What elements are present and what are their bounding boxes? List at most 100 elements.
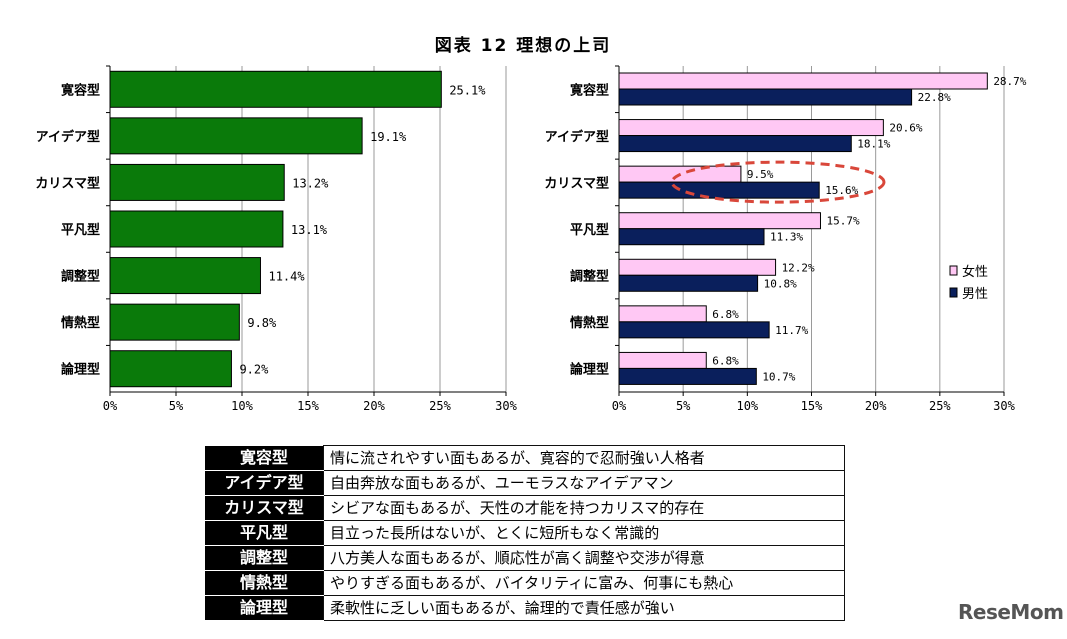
x-tick-label: 20% — [865, 399, 887, 413]
value-label: 18.1% — [857, 138, 890, 151]
value-label: 28.7% — [993, 75, 1026, 88]
value-label: 22.8% — [918, 91, 951, 104]
category-label: 情熱型 — [570, 315, 609, 331]
bar — [109, 303, 240, 341]
table-row: 平凡型 目立った長所はないが、とくに短所もなく常識的 — [205, 520, 845, 546]
legend-swatch — [949, 287, 958, 298]
value-label: 12.2% — [782, 261, 815, 274]
bar-male — [618, 228, 765, 246]
table-row: 寛容型 情に流されやすい面もあるが、寛容的で忍耐強い人格者 — [205, 445, 845, 471]
bar — [109, 163, 285, 201]
value-label: 6.8% — [712, 308, 739, 321]
category-label: アイデア型 — [36, 129, 100, 145]
bar-male — [618, 274, 759, 292]
table-row: 調整型 八方美人な面もあるが、順応性が高く調整や交渉が得意 — [205, 545, 845, 571]
x-tick-label: 30% — [495, 399, 517, 413]
x-tick-label: 5% — [676, 399, 691, 413]
value-label: 9.2% — [239, 363, 269, 377]
bar-female — [618, 119, 884, 137]
chart-canvas: 図表 12 理想の上司 0% 5% 10% 15% 20% 25% 30% 寛容型アイデア型カ… — [35, 35, 1027, 413]
value-label: 9.5% — [747, 168, 774, 181]
value-label: 11.4% — [268, 270, 305, 284]
x-tick-label: 10% — [736, 399, 758, 413]
bar-female — [618, 72, 988, 90]
x-tick-label: 25% — [429, 399, 451, 413]
x-tick-label: 30% — [993, 399, 1015, 413]
type-description-cell: 八方美人な面もあるが、順応性が高く調整や交渉が得意 — [323, 545, 845, 571]
left-bar-chart: 0% 5% 10% 15% 20% 25% 30% 寛容型アイデア型カリスマ型平凡型調整型情熱… — [35, 65, 518, 413]
bar-female — [618, 258, 777, 276]
bar — [109, 257, 261, 295]
table-row: カリスマ型 シビアな面もあるが、天性の才能を持つカリスマ的存在 — [205, 495, 845, 521]
x-tick-label: 10% — [231, 399, 253, 413]
table-row: 情熱型 やりすぎる面もあるが、バイタリティに富み、何事にも熱心 — [205, 570, 845, 596]
table-row: アイデア型 自由奔放な面もあるが、ユーモラスなアイデアマン — [205, 470, 845, 496]
right-grouped-bar-chart: 0% 5% 10% 15% 20% 25% 30% 寛容型アイデア型カリスマ型平凡型調整型情熱… — [544, 65, 1027, 413]
type-description-table: 寛容型 情に流されやすい面もあるが、寛容的で忍耐強い人格者 アイデア型 自由奔放な面も… — [205, 445, 845, 621]
category-label: カリスマ型 — [35, 175, 100, 191]
highlight-ellipse — [670, 160, 886, 204]
type-description-cell: 目立った長所はないが、とくに短所もなく常識的 — [323, 520, 845, 546]
x-tick-label: 15% — [801, 399, 823, 413]
type-name-cell: 調整型 — [205, 545, 324, 571]
bar-female — [618, 305, 707, 323]
value-label: 15.6% — [825, 184, 858, 197]
type-description-cell: やりすぎる面もあるが、バイタリティに富み、何事にも熱心 — [323, 570, 845, 596]
x-tick-label: 0% — [612, 399, 627, 413]
value-label: 9.8% — [247, 316, 277, 330]
category-label: 調整型 — [570, 269, 609, 285]
category-label: 寛容型 — [61, 82, 100, 98]
value-label: 13.1% — [291, 223, 328, 237]
type-name-cell: 論理型 — [205, 595, 324, 621]
value-label: 19.1% — [370, 130, 407, 144]
type-description-cell: 自由奔放な面もあるが、ユーモラスなアイデアマン — [323, 470, 845, 496]
value-label: 20.6% — [889, 122, 922, 135]
bar — [109, 210, 284, 248]
type-name-cell: 寛容型 — [205, 445, 324, 471]
x-tick-label: 20% — [363, 399, 385, 413]
x-tick-label: 25% — [929, 399, 951, 413]
value-label: 13.2% — [292, 176, 329, 190]
value-label: 10.8% — [764, 277, 797, 290]
bar — [109, 350, 232, 388]
bar-male — [618, 367, 757, 385]
bar-male — [618, 181, 820, 199]
legend-label: 女性 — [962, 264, 988, 280]
value-label: 11.7% — [775, 324, 808, 337]
value-label: 6.8% — [712, 354, 739, 367]
category-label: 論理型 — [61, 362, 100, 378]
category-label: アイデア型 — [545, 129, 609, 145]
bar-male — [618, 88, 913, 106]
type-description-cell: 情に流されやすい面もあるが、寛容的で忍耐強い人格者 — [323, 445, 845, 471]
x-tick-label: 0% — [103, 399, 118, 413]
value-label: 15.7% — [826, 215, 859, 228]
value-label: 11.3% — [770, 231, 803, 244]
category-label: 平凡型 — [61, 222, 100, 238]
bar-male — [618, 135, 852, 153]
category-label: 寛容型 — [570, 82, 609, 98]
value-label: 25.1% — [449, 83, 486, 97]
type-name-cell: カリスマ型 — [205, 495, 324, 521]
category-label: 平凡型 — [570, 222, 609, 238]
bar-female — [618, 212, 821, 230]
bar-male — [618, 321, 770, 339]
watermark-logo: ReseMom — [958, 600, 1064, 624]
legend-label: 男性 — [962, 287, 988, 302]
x-tick-label: 5% — [169, 399, 184, 413]
type-description-cell: 柔軟性に乏しい面もあるが、論理的で責任感が強い — [323, 595, 845, 621]
type-name-cell: 情熱型 — [205, 570, 324, 596]
category-label: 論理型 — [570, 362, 609, 378]
type-description-cell: シビアな面もあるが、天性の才能を持つカリスマ的存在 — [323, 495, 845, 521]
type-name-cell: 平凡型 — [205, 520, 324, 546]
bar — [109, 70, 442, 108]
category-label: カリスマ型 — [544, 175, 609, 191]
bar-female — [618, 351, 707, 369]
category-label: 情熱型 — [61, 315, 100, 331]
type-name-cell: アイデア型 — [205, 470, 324, 496]
chart-title: 図表 12 理想の上司 — [435, 35, 612, 56]
bar — [109, 117, 363, 155]
table-row: 論理型 柔軟性に乏しい面もあるが、論理的で責任感が強い — [205, 595, 845, 621]
x-tick-label: 15% — [297, 399, 319, 413]
category-label: 調整型 — [61, 269, 100, 285]
value-label: 10.7% — [762, 370, 795, 383]
